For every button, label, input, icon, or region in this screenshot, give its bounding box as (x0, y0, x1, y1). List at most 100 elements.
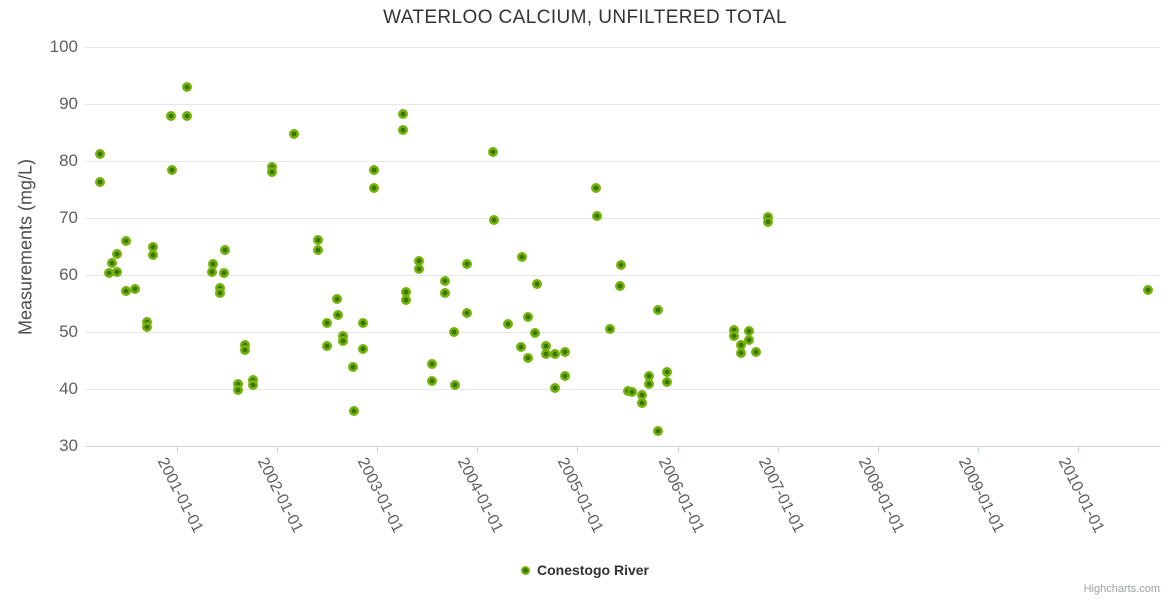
data-point[interactable] (369, 182, 380, 193)
data-point[interactable] (267, 161, 278, 172)
data-point[interactable] (440, 288, 451, 299)
data-point[interactable] (750, 346, 761, 357)
data-point[interactable] (462, 308, 473, 319)
data-point[interactable] (550, 383, 561, 394)
data-point[interactable] (240, 344, 251, 355)
data-point[interactable] (627, 387, 638, 398)
data-point[interactable] (489, 214, 500, 225)
data-point[interactable] (462, 259, 473, 270)
data-point[interactable] (516, 341, 527, 352)
data-point[interactable] (349, 406, 360, 417)
data-point[interactable] (141, 322, 152, 333)
data-point[interactable] (313, 235, 324, 246)
data-point[interactable] (728, 330, 739, 341)
data-point[interactable] (414, 255, 425, 266)
data-point[interactable] (111, 249, 122, 260)
data-point[interactable] (616, 259, 627, 270)
data-point[interactable] (182, 110, 192, 121)
data-point[interactable] (735, 340, 746, 351)
data-point[interactable] (503, 319, 514, 330)
data-point[interactable] (523, 312, 534, 323)
data-point[interactable] (653, 304, 664, 315)
data-point[interactable] (532, 279, 543, 290)
highcharts-credit-link[interactable]: Highcharts.com (1083, 583, 1160, 595)
data-point[interactable] (129, 284, 140, 295)
data-point[interactable] (592, 210, 603, 221)
data-point[interactable] (215, 283, 226, 294)
data-point[interactable] (94, 149, 105, 160)
data-point[interactable] (166, 165, 177, 176)
data-point[interactable] (488, 146, 499, 157)
data-point[interactable] (358, 344, 369, 355)
data-point[interactable] (348, 362, 359, 373)
data-point[interactable] (449, 327, 460, 337)
data-point[interactable] (94, 177, 105, 188)
data-point[interactable] (240, 339, 251, 350)
data-point[interactable] (165, 110, 176, 121)
data-point[interactable] (743, 334, 754, 345)
data-point[interactable] (369, 164, 380, 175)
data-point[interactable] (358, 317, 369, 328)
data-point[interactable] (560, 346, 571, 357)
data-point[interactable] (450, 380, 461, 390)
data-point[interactable] (103, 268, 114, 279)
data-point[interactable] (182, 82, 192, 93)
data-point[interactable] (338, 330, 349, 341)
legend-item-conestogo-river[interactable]: Conestogo River (536, 562, 649, 578)
data-point[interactable] (338, 336, 349, 347)
data-point[interactable] (120, 235, 131, 246)
data-point[interactable] (248, 380, 259, 390)
data-point[interactable] (398, 108, 409, 119)
data-point[interactable] (653, 426, 664, 437)
data-point[interactable] (762, 211, 773, 222)
data-point[interactable] (147, 242, 158, 253)
data-point[interactable] (743, 326, 754, 337)
data-point[interactable] (427, 376, 438, 387)
data-point[interactable] (248, 374, 259, 385)
data-point[interactable] (541, 348, 552, 359)
legend-marker-icon[interactable] (520, 565, 530, 575)
data-point[interactable] (267, 167, 278, 178)
data-point[interactable] (332, 293, 343, 304)
data-point[interactable] (637, 397, 648, 408)
data-point[interactable] (560, 370, 571, 381)
data-point[interactable] (401, 295, 412, 306)
data-point[interactable] (637, 389, 648, 400)
data-point[interactable] (289, 128, 300, 139)
data-point[interactable] (662, 367, 673, 378)
data-point[interactable] (233, 384, 244, 395)
data-point[interactable] (440, 276, 451, 287)
data-point[interactable] (550, 349, 561, 360)
data-point[interactable] (313, 244, 324, 255)
data-point[interactable] (322, 317, 333, 328)
data-point[interactable] (208, 259, 219, 270)
data-point[interactable] (233, 378, 244, 389)
data-point[interactable] (728, 325, 739, 336)
data-point[interactable] (322, 340, 333, 351)
data-point[interactable] (215, 288, 226, 299)
data-point[interactable] (106, 258, 117, 269)
data-point[interactable] (1142, 285, 1153, 296)
data-point[interactable] (662, 376, 673, 387)
data-point[interactable] (207, 266, 218, 277)
data-point[interactable] (427, 359, 438, 370)
data-point[interactable] (644, 370, 655, 381)
data-point[interactable] (333, 309, 344, 320)
data-point[interactable] (735, 347, 746, 358)
data-point[interactable] (615, 281, 626, 292)
data-point[interactable] (401, 286, 412, 297)
data-point[interactable] (762, 216, 773, 227)
data-point[interactable] (591, 183, 602, 194)
data-point[interactable] (517, 251, 528, 262)
data-point[interactable] (111, 267, 122, 278)
data-point[interactable] (147, 250, 158, 261)
data-point[interactable] (219, 268, 230, 279)
data-point[interactable] (414, 263, 425, 274)
data-point[interactable] (541, 340, 552, 351)
data-point[interactable] (530, 327, 541, 338)
data-point[interactable] (605, 323, 616, 334)
data-point[interactable] (141, 317, 152, 328)
data-point[interactable] (120, 285, 131, 296)
data-point[interactable] (523, 353, 534, 364)
data-point[interactable] (220, 244, 231, 255)
